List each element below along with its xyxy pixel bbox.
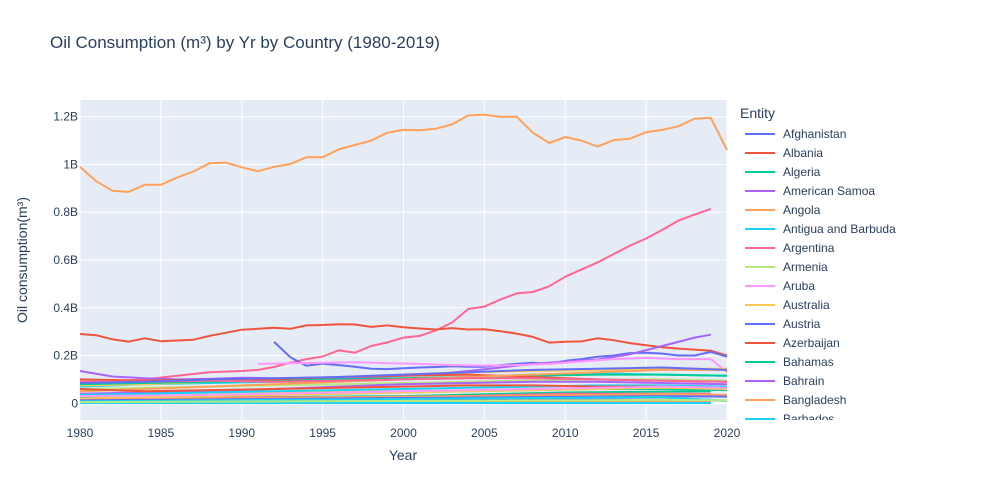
legend-items: Afghanistan Albania Algeria American Samoa A… — [740, 124, 990, 420]
legend-label: Australia — [783, 297, 830, 312]
legend-label: Antigua and Barbuda — [783, 221, 896, 236]
series-line-39 — [79, 398, 728, 404]
legend-title: Entity — [740, 105, 776, 121]
legend-label: Algeria — [783, 164, 821, 179]
chart-title: Oil Consumption (m³) by Yr by Country (1… — [50, 33, 440, 52]
x-tick-label: 2015 — [633, 426, 660, 440]
legend-swatch — [745, 379, 775, 382]
series-line-24 — [79, 373, 728, 386]
legend-swatch — [745, 189, 775, 192]
legend-swatch — [745, 246, 775, 249]
x-tick-label: 2010 — [552, 426, 579, 440]
legend-item[interactable]: Afghanistan — [740, 124, 990, 143]
legend-item[interactable]: Australia — [740, 295, 990, 314]
series-line-31 — [79, 384, 728, 396]
x-tick-labels: 1980 1985 1990 1995 2000 2005 2010 2015 2020 — [67, 426, 741, 440]
y-tick-label: 0.2B — [53, 349, 78, 363]
y-tick-label: 1B — [63, 157, 78, 171]
legend-label: Albania — [783, 145, 824, 160]
legend-item[interactable]: Austria — [740, 314, 990, 333]
legend-swatch — [745, 417, 775, 420]
legend-label: Azerbaijan — [783, 335, 840, 350]
legend-item[interactable]: Armenia — [740, 257, 990, 276]
series-line-30 — [79, 380, 728, 395]
legend-swatch — [745, 360, 775, 363]
legend-label: Aruba — [783, 278, 816, 293]
x-tick-label: 1985 — [148, 426, 175, 440]
series-line-21 — [257, 356, 728, 373]
legend-swatch — [745, 265, 775, 268]
legend-swatch — [745, 170, 775, 173]
series-line-38 — [79, 396, 728, 403]
legend-swatch — [745, 132, 775, 135]
series-line-34 — [79, 386, 728, 400]
legend-label: American Samoa — [783, 183, 876, 198]
legend-label: Bangladesh — [783, 392, 847, 407]
legend-item[interactable]: Argentina — [740, 238, 990, 257]
legend-label: Austria — [783, 316, 821, 331]
x-tick-label: 2020 — [714, 426, 741, 440]
x-tick-label: 2000 — [390, 426, 417, 440]
legend-swatch — [745, 227, 775, 230]
legend-label: Angola — [783, 202, 821, 217]
y-tick-label: 0.4B — [53, 301, 78, 315]
legend-item[interactable]: Bahamas — [740, 352, 990, 371]
legend: Entity Afghanistan Albania Algeria American… — [740, 102, 990, 420]
legend-label: Afghanistan — [783, 126, 847, 141]
legend-label: Barbados — [783, 411, 835, 421]
legend-swatch — [745, 208, 775, 211]
legend-label: Armenia — [783, 259, 828, 274]
legend-item[interactable]: Bangladesh — [740, 390, 990, 409]
x-tick-label: 1995 — [309, 426, 336, 440]
legend-item[interactable]: Aruba — [740, 276, 990, 295]
series-line-35 — [79, 385, 728, 398]
y-axis-title: Oil consumption(m³) — [14, 197, 30, 323]
x-tick-label: 1990 — [228, 426, 255, 440]
legend-item[interactable]: Antigua and Barbuda — [740, 219, 990, 238]
series-lines — [79, 113, 728, 404]
legend-swatch — [745, 151, 775, 154]
y-tick-labels: 0 0.2B 0.4B 0.6B 0.8B 1B 1.2B — [53, 110, 78, 411]
legend-swatch — [745, 398, 775, 401]
legend-item[interactable]: American Samoa — [740, 181, 990, 200]
series-line-16 — [79, 113, 728, 193]
series-line-18 — [79, 323, 728, 357]
legend-item[interactable]: Algeria — [740, 162, 990, 181]
legend-item[interactable]: Barbados — [740, 409, 990, 420]
legend-swatch — [745, 284, 775, 287]
x-tick-label: 2005 — [471, 426, 498, 440]
legend-label: Bahrain — [783, 373, 825, 388]
legend-swatch — [745, 322, 775, 325]
series-line-29 — [79, 366, 728, 384]
x-tick-label: 1980 — [67, 426, 94, 440]
y-tick-label: 1.2B — [53, 110, 78, 124]
legend-swatch — [745, 303, 775, 306]
y-tick-label: 0.6B — [53, 253, 78, 267]
legend-item[interactable]: Bahrain — [740, 371, 990, 390]
legend-item[interactable]: Azerbaijan — [740, 333, 990, 352]
y-tick-label: 0.8B — [53, 205, 78, 219]
legend-label: Bahamas — [783, 354, 834, 369]
legend-swatch — [745, 341, 775, 344]
y-tick-label: 0 — [71, 396, 78, 410]
legend-item[interactable]: Angola — [740, 200, 990, 219]
legend-item[interactable]: Albania — [740, 143, 990, 162]
legend-label: Argentina — [783, 240, 835, 255]
x-axis-title: Year — [389, 447, 418, 463]
